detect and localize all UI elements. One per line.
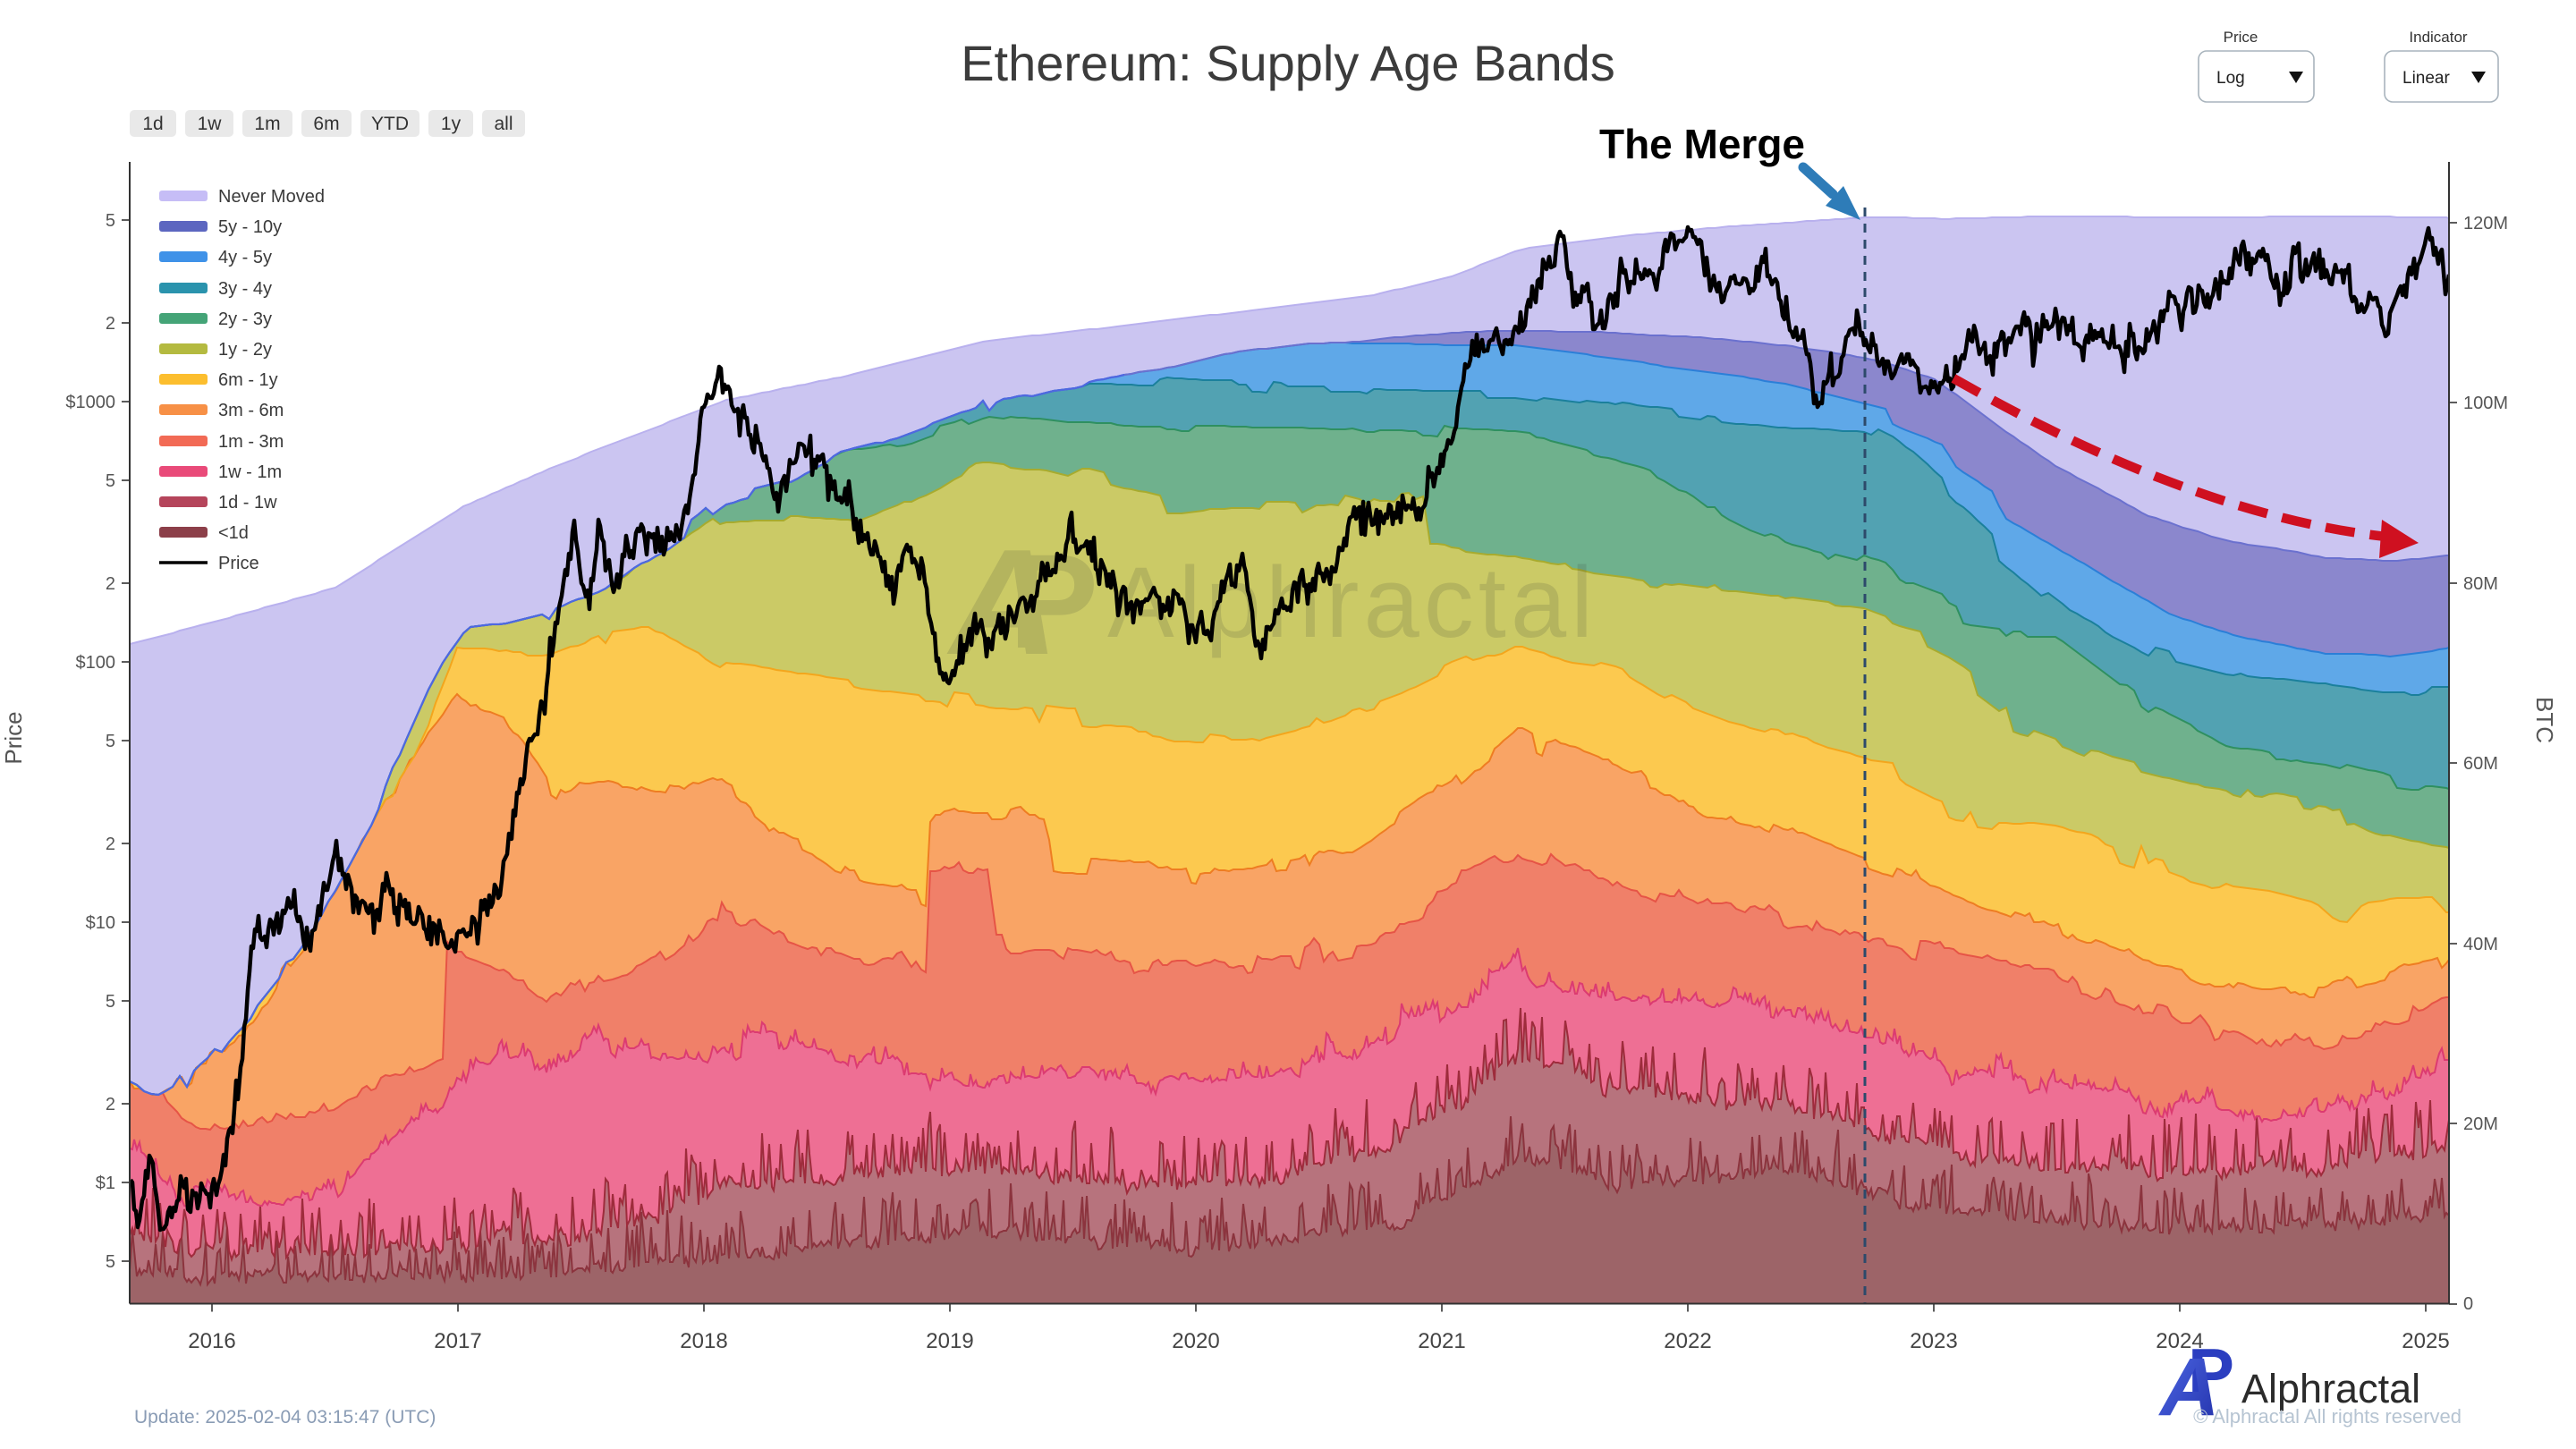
svg-text:BTC: BTC: [2531, 697, 2558, 743]
svg-text:$10: $10: [86, 913, 115, 933]
svg-text:2016: 2016: [188, 1329, 235, 1353]
svg-text:100M: 100M: [2463, 394, 2508, 413]
svg-text:2020: 2020: [1172, 1329, 1219, 1353]
svg-text:2025: 2025: [2402, 1329, 2449, 1353]
svg-text:2: 2: [106, 1095, 115, 1114]
svg-text:60M: 60M: [2463, 754, 2498, 774]
svg-text:2023: 2023: [1910, 1329, 1957, 1353]
svg-text:Log: Log: [2216, 69, 2245, 88]
svg-text:20M: 20M: [2463, 1114, 2498, 1134]
svg-text:2018: 2018: [680, 1329, 727, 1353]
svg-text:0: 0: [2463, 1294, 2473, 1314]
svg-text:2019: 2019: [926, 1329, 973, 1353]
svg-text:Never Moved: Never Moved: [218, 187, 325, 207]
svg-text:Price: Price: [2224, 29, 2258, 46]
svg-text:2: 2: [106, 574, 115, 594]
svg-text:© Alphractal All rights reserv: © Alphractal All rights reserved: [2193, 1405, 2462, 1428]
svg-text:The Merge: The Merge: [1599, 121, 1805, 167]
svg-text:5y - 10y: 5y - 10y: [218, 217, 282, 237]
svg-text:P: P: [2188, 1334, 2234, 1412]
svg-text:1m - 3m: 1m - 3m: [218, 432, 284, 452]
svg-text:5: 5: [106, 732, 115, 751]
svg-text:1w: 1w: [198, 114, 223, 134]
svg-text:Indicator: Indicator: [2409, 29, 2468, 46]
svg-text:Update: 2025-02-04 03:15:47 (U: Update: 2025-02-04 03:15:47 (UTC): [134, 1407, 436, 1428]
svg-text:Alphractal: Alphractal: [2241, 1366, 2420, 1411]
svg-text:6m: 6m: [313, 114, 339, 134]
svg-text:2: 2: [106, 835, 115, 854]
svg-text:Linear: Linear: [2402, 69, 2450, 88]
svg-text:5: 5: [106, 211, 115, 231]
svg-text:2021: 2021: [1418, 1329, 1465, 1353]
svg-text:YTD: YTD: [371, 114, 409, 134]
svg-text:3y - 4y: 3y - 4y: [218, 279, 272, 299]
svg-text:5: 5: [106, 1252, 115, 1272]
svg-text:1y - 2y: 1y - 2y: [218, 340, 272, 360]
svg-text:$1: $1: [96, 1174, 115, 1193]
svg-text:Price: Price: [218, 554, 259, 573]
svg-text:all: all: [494, 114, 513, 134]
svg-text:$100: $100: [76, 653, 116, 673]
svg-text:3m - 6m: 3m - 6m: [218, 401, 284, 420]
svg-text:2017: 2017: [434, 1329, 481, 1353]
svg-text:A: A: [2158, 1342, 2219, 1433]
svg-text:2022: 2022: [1664, 1329, 1711, 1353]
svg-text:120M: 120M: [2463, 214, 2508, 233]
svg-text:$1000: $1000: [65, 393, 115, 412]
svg-text:4y - 5y: 4y - 5y: [218, 248, 272, 267]
svg-text:A: A: [946, 518, 1058, 686]
svg-text:Ethereum: Supply Age Bands: Ethereum: Supply Age Bands: [961, 35, 1615, 91]
svg-text:40M: 40M: [2463, 935, 2498, 954]
svg-text:5: 5: [106, 992, 115, 1012]
svg-text:1d: 1d: [142, 114, 163, 134]
svg-text:80M: 80M: [2463, 574, 2498, 594]
svg-text:5: 5: [106, 471, 115, 491]
svg-text:<1d: <1d: [218, 523, 249, 543]
svg-text:1m: 1m: [254, 114, 280, 134]
svg-text:1w - 1m: 1w - 1m: [218, 462, 282, 482]
svg-text:2: 2: [106, 314, 115, 334]
svg-text:1d - 1w: 1d - 1w: [218, 493, 277, 513]
svg-text:2y - 3y: 2y - 3y: [218, 309, 272, 329]
svg-text:1y: 1y: [441, 114, 462, 134]
svg-text:2024: 2024: [2156, 1329, 2203, 1353]
svg-text:6m - 1y: 6m - 1y: [218, 370, 278, 390]
svg-text:Price: Price: [0, 711, 27, 764]
